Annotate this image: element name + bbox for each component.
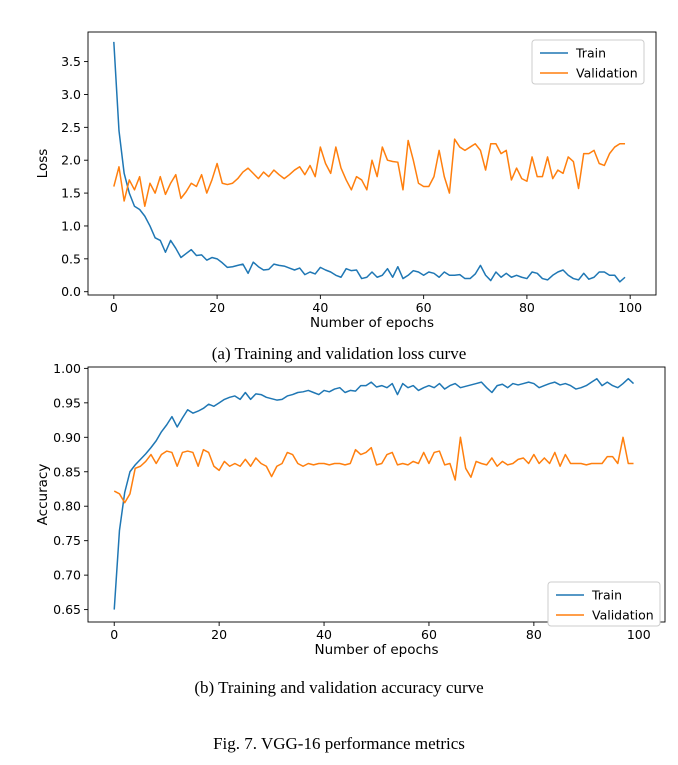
x-tick-label: 20 — [209, 300, 225, 315]
y-tick-label: 3.0 — [61, 87, 81, 102]
legend-label: Validation — [592, 608, 654, 623]
y-axis-label: Accuracy — [35, 464, 51, 526]
y-tick-label: 2.0 — [61, 153, 81, 168]
plot-frame — [87, 31, 657, 296]
y-tick-label: 0.70 — [53, 568, 81, 583]
loss-chart-caption: (a) Training and validation loss curve — [211, 344, 467, 363]
x-tick-label: 60 — [421, 627, 437, 642]
y-tick-label: 1.5 — [61, 186, 81, 201]
x-axis-label: Number of epochs — [315, 642, 439, 658]
x-tick-label: 60 — [416, 300, 432, 315]
x-tick-label: 80 — [519, 300, 535, 315]
series-line-train — [113, 41, 626, 283]
x-tick-label: 0 — [110, 300, 118, 315]
series-line-validation — [113, 436, 634, 504]
y-tick-label: 0.90 — [53, 430, 81, 445]
x-axis-label: Number of epochs — [310, 315, 434, 331]
y-tick-label: 0.85 — [53, 464, 81, 479]
legend: Train Validation — [547, 581, 661, 627]
series-line-train — [113, 377, 635, 610]
series-line-validation — [113, 138, 626, 207]
x-tick-label: 40 — [316, 627, 332, 642]
x-tick-label: 100 — [618, 300, 642, 315]
x-tick-label: 0 — [110, 627, 118, 642]
x-tick-label: 100 — [627, 627, 651, 642]
y-tick-label: 0.80 — [53, 499, 81, 514]
accuracy-chart-caption: (b) Training and validation accuracy cur… — [194, 678, 484, 697]
y-tick-label: 1.00 — [53, 361, 81, 376]
y-tick-label: 0.0 — [61, 284, 81, 299]
y-tick-label: 3.5 — [61, 54, 81, 69]
y-tick-label: 0.75 — [53, 533, 81, 548]
y-tick-label: 2.5 — [61, 120, 81, 135]
y-axis-label: Loss — [35, 149, 51, 179]
y-tick-label: 0.5 — [61, 251, 81, 266]
legend-label: Train — [575, 46, 606, 61]
legend-label: Train — [591, 588, 622, 603]
figure-caption: Fig. 7. VGG-16 performance metrics — [213, 734, 465, 753]
legend: Train Validation — [531, 39, 645, 85]
x-tick-label: 20 — [211, 627, 227, 642]
accuracy-chart: 0 20 40 60 80 100 0.65 0.70 0.75 0.80 0.85 0.90 0.95… — [35, 361, 666, 658]
x-tick-label: 80 — [526, 627, 542, 642]
legend-label: Validation — [576, 66, 638, 81]
y-tick-label: 0.65 — [53, 602, 81, 617]
x-tick-label: 40 — [312, 300, 328, 315]
loss-chart: 0 20 40 60 80 100 0.0 0.5 1.0 1.5 2.0 2.5 3.0 3.5 Numb… — [35, 31, 657, 331]
y-tick-label: 1.0 — [61, 218, 81, 233]
y-tick-label: 0.95 — [53, 395, 81, 410]
plot-frame — [87, 366, 666, 623]
